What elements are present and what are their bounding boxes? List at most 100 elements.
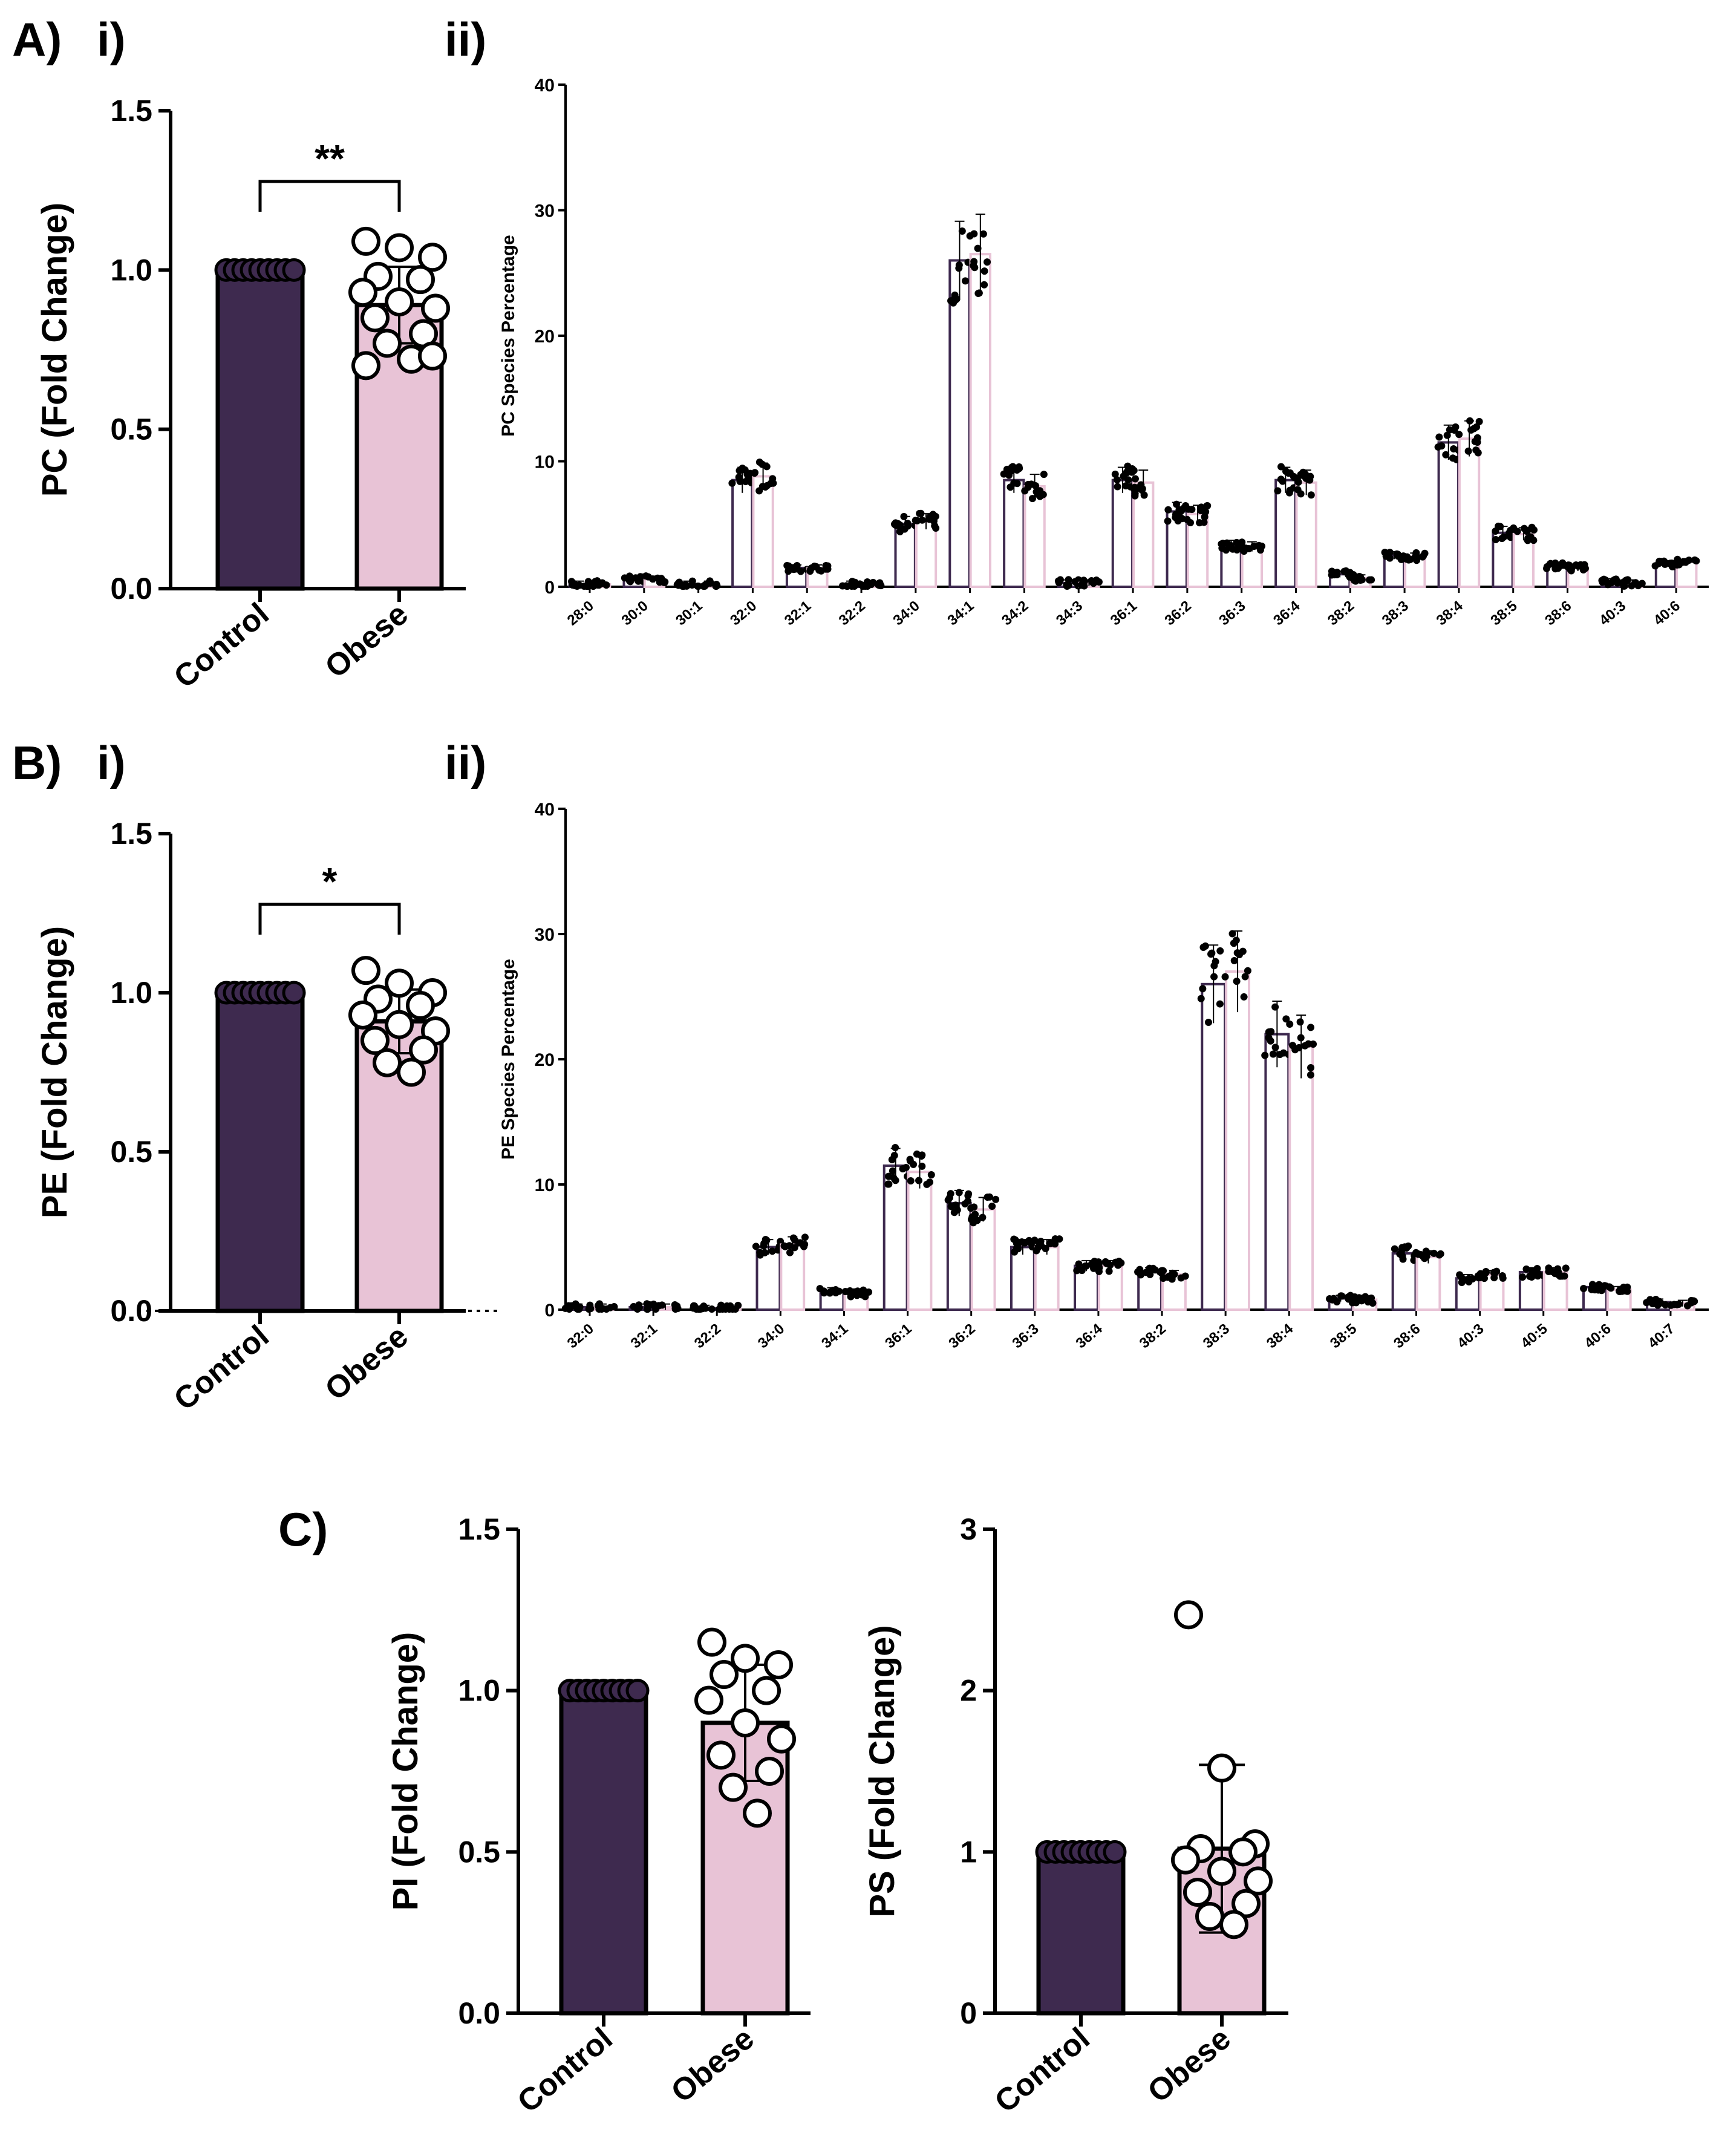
- data-point: [1412, 549, 1420, 557]
- y-tick-label: 1.5: [458, 1512, 500, 1546]
- data-point-obese: [351, 956, 380, 985]
- data-point: [950, 1209, 958, 1217]
- data-point: [1473, 438, 1481, 446]
- data-point-obese: [360, 303, 390, 333]
- data-point: [1330, 571, 1338, 579]
- data-point-obese: [1232, 1889, 1261, 1918]
- bar-series-2: [915, 520, 938, 588]
- data-point: [869, 578, 877, 586]
- data-point: [1076, 1266, 1084, 1274]
- data-point: [1103, 1259, 1111, 1267]
- data-point: [681, 581, 689, 589]
- panel-label-b-i: i): [97, 736, 126, 789]
- data-point: [913, 517, 921, 524]
- data-point: [1368, 1294, 1375, 1302]
- data-point: [847, 1293, 855, 1301]
- data-point: [1620, 1284, 1628, 1292]
- y-tick-label: 0.0: [110, 1294, 152, 1328]
- bar-series-2: [907, 1171, 933, 1312]
- data-point: [671, 1301, 679, 1309]
- data-point: [642, 572, 650, 580]
- data-point: [1063, 582, 1071, 590]
- data-point: [1349, 571, 1357, 579]
- data-point: [1199, 985, 1207, 993]
- data-point-obese: [421, 293, 450, 323]
- data-point: [1533, 1269, 1541, 1277]
- data-point: [688, 581, 696, 589]
- y-tick-label: 0: [544, 578, 555, 598]
- data-point: [1113, 476, 1121, 484]
- data-point: [1239, 544, 1247, 552]
- data-point: [786, 1242, 794, 1250]
- data-point: [1130, 485, 1138, 492]
- data-point: [1124, 462, 1132, 470]
- y-axis-title: PE (Fold Change): [35, 926, 74, 1218]
- data-point: [1031, 1236, 1039, 1244]
- data-point: [1055, 579, 1063, 587]
- data-point: [1203, 502, 1211, 510]
- panel-label-c: C): [278, 1503, 328, 1556]
- data-point-obese: [373, 1048, 402, 1077]
- data-point: [1197, 995, 1205, 1002]
- data-point: [1296, 1018, 1304, 1026]
- data-point: [1474, 449, 1482, 457]
- data-point: [1338, 1292, 1346, 1300]
- data-point: [1435, 433, 1443, 441]
- data-point: [1623, 576, 1631, 584]
- data-point: [1386, 554, 1394, 562]
- data-point: [1667, 1301, 1675, 1309]
- data-point: [988, 1203, 996, 1210]
- data-point-obese: [406, 991, 435, 1021]
- data-point: [1236, 951, 1244, 959]
- data-point: [1028, 480, 1036, 488]
- data-point: [635, 1304, 642, 1312]
- data-point: [953, 295, 961, 303]
- data-point: [1244, 967, 1251, 975]
- data-point: [1547, 560, 1555, 567]
- data-point: [1307, 1063, 1315, 1071]
- data-point: [801, 1240, 809, 1248]
- data-point-obese: [694, 1685, 723, 1715]
- data-point: [1469, 1275, 1476, 1282]
- data-point: [1291, 1046, 1299, 1054]
- data-point: [743, 471, 751, 479]
- data-point: [1164, 506, 1172, 514]
- data-point: [1282, 1015, 1290, 1023]
- data-point: [892, 1144, 899, 1152]
- data-point: [1160, 1267, 1167, 1275]
- data-point: [915, 1177, 923, 1184]
- data-point: [1142, 1269, 1150, 1276]
- data-point: [1105, 1267, 1113, 1275]
- data-point: [1185, 505, 1193, 513]
- data-point: [1675, 1300, 1683, 1308]
- data-point: [1499, 1274, 1507, 1282]
- data-point: [1202, 508, 1210, 516]
- data-point: [1326, 1295, 1334, 1303]
- data-point: [927, 1171, 935, 1179]
- data-point: [1302, 474, 1310, 482]
- data-point: [1299, 468, 1307, 476]
- data-point: [1607, 579, 1615, 587]
- data-point-obese: [1219, 1910, 1248, 1939]
- y-tick-label: 20: [535, 1050, 555, 1070]
- data-point: [1078, 580, 1086, 588]
- data-point-obese: [743, 1798, 772, 1828]
- y-tick-label: 1: [960, 1835, 977, 1869]
- data-point: [1466, 417, 1474, 425]
- data-point: [1333, 1298, 1341, 1306]
- data-point: [916, 509, 924, 517]
- data-point: [1404, 556, 1412, 564]
- data-point: [1562, 1264, 1570, 1272]
- data-point: [944, 1196, 952, 1204]
- bar-series-1: [1437, 441, 1460, 588]
- y-tick-label: 10: [535, 452, 555, 472]
- significance-marker: **: [315, 137, 345, 180]
- data-point-obese: [385, 1010, 414, 1039]
- data-point: [1442, 451, 1450, 459]
- data-point-obese: [1207, 1857, 1236, 1886]
- data-point: [984, 258, 991, 266]
- data-point-obese: [1228, 1837, 1258, 1867]
- data-point: [1558, 1272, 1566, 1280]
- data-point: [910, 1160, 918, 1168]
